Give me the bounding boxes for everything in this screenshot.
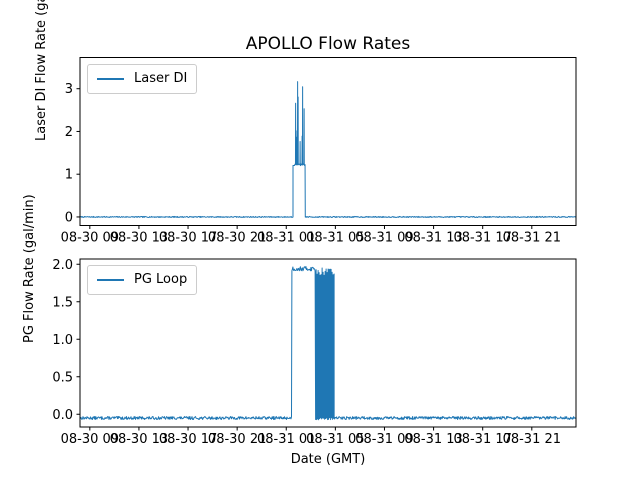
x-tick-label: 08-31 17 (453, 231, 511, 246)
series-line-laser-di (79, 81, 577, 218)
x-tick-label: 08-31 05 (306, 231, 364, 246)
x-tick-label: 08-30 17 (159, 231, 217, 246)
x-tick-label: 08-31 13 (404, 231, 462, 246)
x-tick-label: 08-31 21 (503, 231, 561, 246)
x-tick-label: 08-30 21 (208, 432, 266, 447)
y-tick-label: 1.5 (52, 295, 73, 310)
x-tick-label: 08-31 13 (404, 432, 462, 447)
y-tick-label: 0.5 (52, 370, 73, 385)
y-tick-label: 2.0 (52, 258, 73, 273)
y-tick-label: 2 (65, 125, 73, 140)
chart-title: APOLLO Flow Rates (245, 34, 411, 54)
x-axis-label: Date (GMT) (290, 452, 366, 467)
y-tick-label: 0.0 (52, 408, 73, 423)
x-tick-label: 08-31 21 (503, 432, 561, 447)
legend-label-laser-di: Laser DI (134, 71, 188, 86)
x-tick-label: 08-30 13 (110, 231, 168, 246)
legend-pg-loop: PG Loop (87, 265, 198, 295)
x-tick-label: 08-30 09 (61, 231, 119, 246)
x-tick-label: 08-31 09 (355, 432, 413, 447)
y-tick-label: 1.0 (52, 333, 73, 348)
y-tick-label: 3 (65, 82, 73, 97)
x-tick-label: 08-30 13 (110, 432, 168, 447)
axes-spines (79, 57, 577, 226)
x-tick-label: 08-31 09 (355, 231, 413, 246)
x-tick-label: 08-30 21 (208, 231, 266, 246)
legend-line-sample-laser-di (97, 78, 124, 80)
legend-line-sample-pg-loop (97, 279, 124, 281)
x-tick-label: 08-31 17 (453, 432, 511, 447)
legend-laser-di: Laser DI (87, 64, 198, 94)
x-tick-label: 08-30 17 (159, 432, 217, 447)
axes-spines (79, 258, 577, 428)
legend-label-pg-loop: PG Loop (134, 272, 188, 287)
series-line-pg-loop (79, 266, 576, 421)
y-tick-label: 1 (65, 168, 73, 183)
x-tick-label: 08-31 05 (306, 432, 364, 447)
x-tick-label: 08-30 09 (61, 432, 119, 447)
x-tick-label: 08-31 01 (257, 231, 315, 246)
y-tick-label: 0 (65, 210, 73, 225)
x-tick-label: 08-31 01 (257, 432, 315, 447)
